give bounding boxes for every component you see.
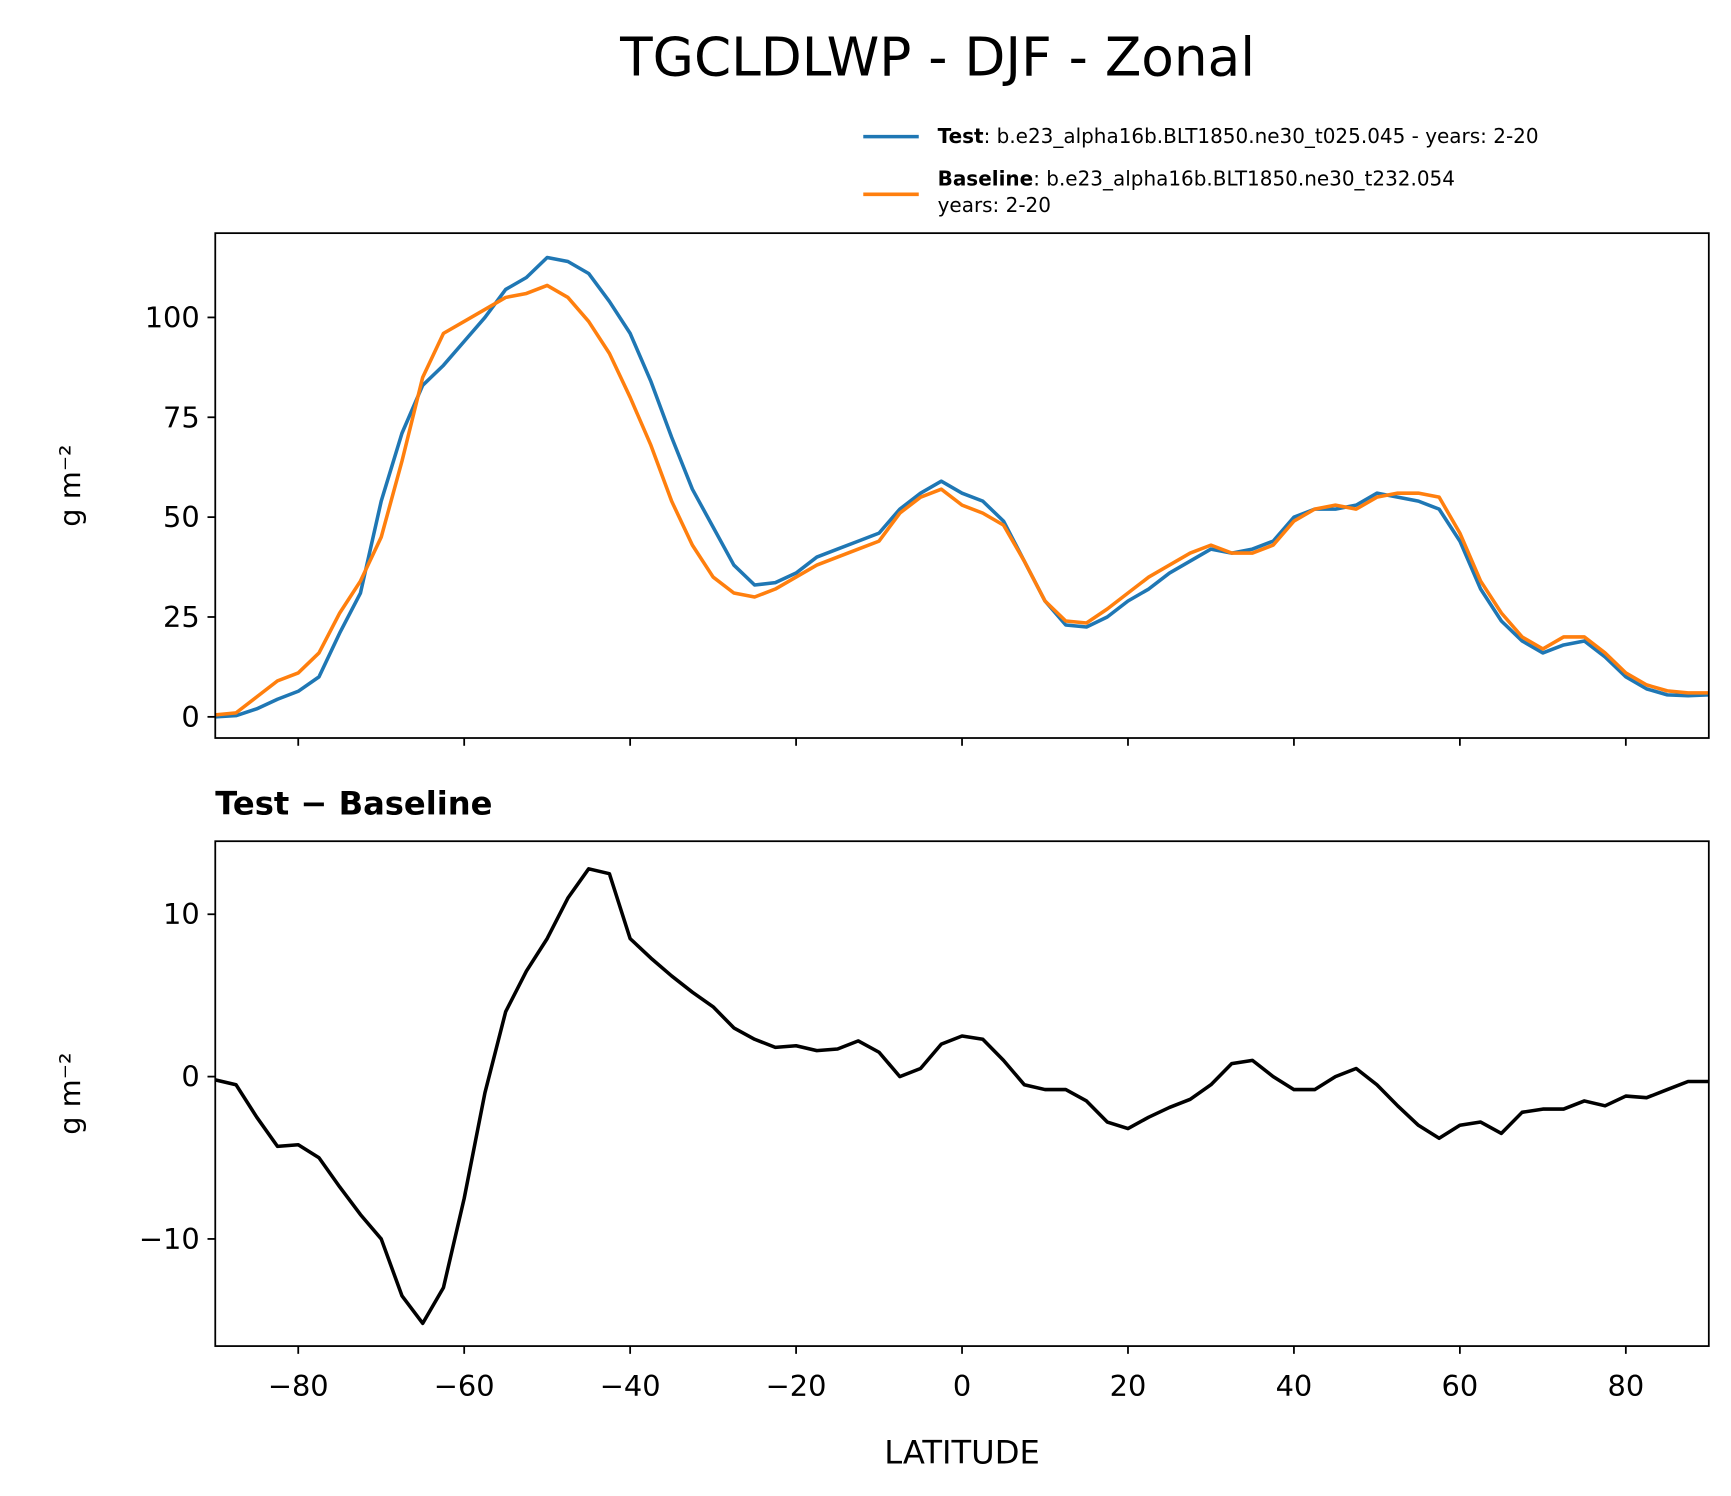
x-axis-label: LATITUDE [884,1434,1040,1472]
y-tick-label: 0 [181,700,199,734]
subplot-title: Test − Baseline [215,785,492,823]
x-tick-label: 80 [1607,1369,1644,1403]
x-tick-label: −20 [766,1369,827,1403]
x-tick-label: −80 [268,1369,329,1403]
x-tick-label: −60 [434,1369,495,1403]
legend-description: : b.e23_alpha16b.BLT1850.ne30_t232.054 [1033,166,1455,190]
y-tick-label: 50 [163,500,200,534]
legend-description: : b.e23_alpha16b.BLT1850.ne30_t025.045 -… [984,124,1539,148]
y-tick-label: 75 [163,400,200,434]
y-axis-label: g m⁻² [53,444,87,526]
x-tick-label: 60 [1442,1369,1479,1403]
legend-entry: Baseline: b.e23_alpha16b.BLT1850.ne30_t2… [938,166,1455,190]
y-tick-label: 0 [181,1060,199,1094]
line-series [215,255,1709,719]
axes-frame [214,232,1710,739]
line-series [215,283,1709,717]
y-tick-label: −10 [139,1222,200,1256]
x-tick-label: −40 [600,1369,661,1403]
y-axis-label: g m⁻² [53,1052,87,1134]
y-tick-label: 25 [163,600,200,634]
legend-name: Test [938,124,984,148]
y-tick-label: 10 [163,897,200,931]
x-tick-label: 0 [953,1369,971,1403]
line-series [214,867,1709,1326]
legend-entry: Test: b.e23_alpha16b.BLT1850.ne30_t025.0… [938,124,1539,148]
x-tick-label: 40 [1276,1369,1313,1403]
chart-title: TGCLDLWP - DJF - Zonal [619,27,1255,89]
legend-description: years: 2-20 [938,193,1051,217]
x-tick-label: 20 [1110,1369,1147,1403]
axes-frame [214,840,1710,1347]
legend-name: Baseline [938,166,1034,190]
y-tick-label: 100 [145,300,200,334]
